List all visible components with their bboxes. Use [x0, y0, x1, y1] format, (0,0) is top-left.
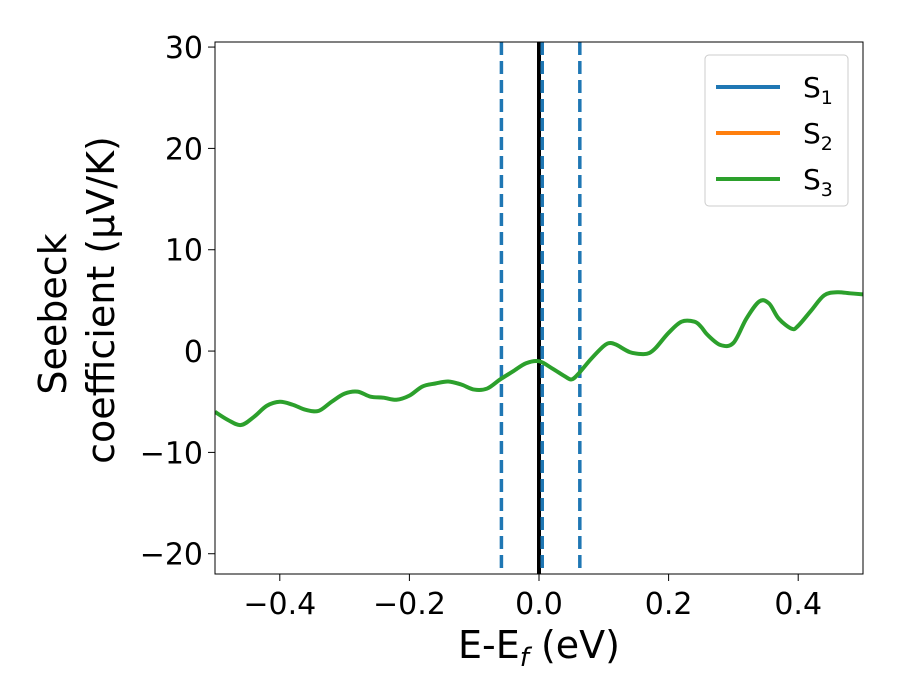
x-tick-label: −0.2 — [373, 587, 446, 622]
y-axis-label-line2: coefficient (μV/K) — [79, 136, 123, 464]
y-axis-ticks: −20 −10 0 10 20 30 — [140, 31, 215, 573]
legend-label: S1 — [803, 71, 833, 109]
legend: S1 S2 S3 — [704, 54, 849, 207]
series-lines — [215, 290, 863, 428]
y-tick-label: 20 — [165, 132, 203, 167]
x-axis-label: E-Ef (eV) — [458, 623, 620, 673]
x-axis-label-unit: (eV) — [529, 623, 620, 667]
legend-frame — [704, 54, 849, 207]
x-axis-label-main: E-E — [458, 623, 520, 667]
series-line-1 — [215, 290, 863, 428]
y-tick-label: −20 — [140, 538, 203, 573]
legend-label: S3 — [803, 163, 833, 201]
x-tick-label: −0.4 — [243, 587, 316, 622]
x-tick-label: 0.0 — [515, 587, 563, 622]
y-axis-label: Seebeck coefficient (μV/K) — [31, 136, 123, 464]
x-tick-label: 0.2 — [645, 587, 693, 622]
y-tick-label: 30 — [165, 31, 203, 66]
x-axis-ticks: −0.4 −0.2 0.0 0.2 0.4 — [243, 574, 822, 622]
y-tick-label: −10 — [140, 436, 203, 471]
x-tick-label: 0.4 — [774, 587, 822, 622]
legend-label: S2 — [803, 117, 833, 155]
y-axis-label-line1: Seebeck — [31, 233, 75, 394]
y-tick-label: 10 — [165, 234, 203, 269]
y-tick-label: 0 — [184, 335, 203, 370]
vertical-markers — [499, 42, 582, 574]
